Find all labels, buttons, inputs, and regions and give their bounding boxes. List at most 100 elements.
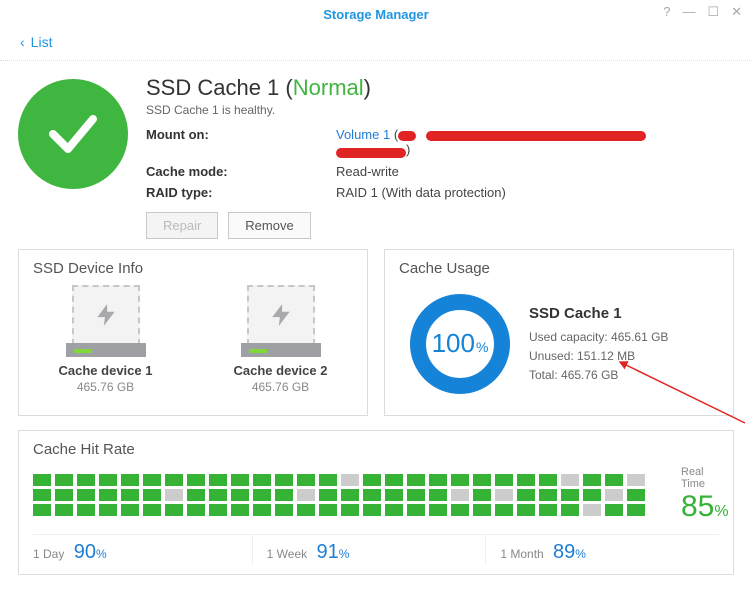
cache-device[interactable]: Cache device 2 465.76 GB [216,285,346,394]
unused-value: 151.12 MB [577,349,635,363]
hit-rate-cell [275,474,293,486]
hit-rate-cell [187,474,205,486]
device-info-panel: SSD Device Info Cache device 1 465.76 GB… [18,249,368,416]
header-section: SSD Cache 1 (Normal) SSD Cache 1 is heal… [0,61,752,249]
ssd-icon [66,285,146,357]
hit-rate-cell [143,504,161,516]
hit-rate-cell [275,504,293,516]
used-value: 465.61 GB [611,330,668,344]
mount-value: Volume 1 ( ) [336,127,646,158]
realtime-label: Real Time [681,466,729,490]
hit-rate-cell [297,489,315,501]
hit-rate-cell [495,504,513,516]
hit-rate-cell [605,489,623,501]
hit-rate-cell [143,474,161,486]
hit-rate-cell [231,489,249,501]
hit-rate-cell [539,489,557,501]
unused-label: Unused: [529,349,574,363]
hit-rate-heatmap [33,474,645,516]
hit-rate-cell [55,474,73,486]
range-month-value: 89 [553,541,575,563]
remove-button[interactable]: Remove [228,212,310,239]
hit-rate-cell [561,504,579,516]
close-icon[interactable]: ✕ [731,4,742,20]
range-week-value: 91 [316,541,338,563]
hit-rate-cell [627,489,645,501]
hit-rate-cell [297,504,315,516]
hit-rate-cell [583,474,601,486]
hit-rate-cell [363,489,381,501]
raid-label: RAID type: [146,185,336,200]
mount-volume-link[interactable]: Volume 1 [336,127,390,142]
status-subtext: SSD Cache 1 is healthy. [146,103,734,117]
hit-rate-cell [429,474,447,486]
hit-rate-cell [187,504,205,516]
hit-rate-cell [33,474,51,486]
hit-rate-cell [209,504,227,516]
hit-rate-cell [231,504,249,516]
hit-rate-cell [341,489,359,501]
cache-device[interactable]: Cache device 1 465.76 GB [41,285,171,394]
cache-mode-value: Read-write [336,164,399,179]
repair-button[interactable]: Repair [146,212,218,239]
hit-rate-cell [495,489,513,501]
hit-rate-cell [407,489,425,501]
hit-rate-cell [473,489,491,501]
hit-rate-cell [121,474,139,486]
hit-rate-cell [297,474,315,486]
usage-donut: 100% [405,289,515,399]
page-title: SSD Cache 1 (Normal) [146,75,734,101]
back-icon[interactable]: ‹ [20,34,25,50]
hit-rate-cell [341,474,359,486]
hit-rate-cell [55,504,73,516]
help-icon[interactable]: ? [663,4,670,20]
status-text: Normal [293,75,364,100]
hit-rate-cell [99,489,117,501]
hit-rate-cell [517,504,535,516]
maximize-icon[interactable]: ☐ [707,4,719,20]
hit-rate-cell [121,489,139,501]
usage-stats: SSD Cache 1 Used capacity: 465.61 GB Unu… [529,302,668,386]
device-name: Cache device 2 [216,363,346,378]
minimize-icon[interactable]: — [682,4,695,20]
hit-rate-cell [495,474,513,486]
row-cache-mode: Cache mode: Read-write [146,164,734,179]
hit-rate-cell [517,474,535,486]
hit-rate-cell [275,489,293,501]
hit-rate-cell [99,474,117,486]
cache-usage-title: Cache Usage [399,260,719,277]
hit-rate-cell [99,504,117,516]
hit-rate-cell [209,474,227,486]
total-value: 465.76 GB [561,368,618,382]
mount-label: Mount on: [146,127,336,142]
hit-rate-cell [407,504,425,516]
hit-rate-cell [627,504,645,516]
hit-rate-panel: Cache Hit Rate Real Time 85% 1 Day 90% 1… [18,430,734,575]
cache-mode-label: Cache mode: [146,164,336,179]
titlebar: Storage Manager ? — ☐ ✕ [0,0,752,28]
status-ok-icon [18,79,128,189]
hit-rate-realtime: Real Time 85% [677,466,729,524]
hit-rate-cell [561,489,579,501]
range-month-label: 1 Month [500,547,543,561]
hit-rate-cell [253,489,271,501]
hit-rate-cell [385,504,403,516]
hit-rate-cell [363,474,381,486]
back-link[interactable]: List [31,34,53,50]
usage-percent: 100% [405,289,515,399]
cache-usage-panel: Cache Usage 100% SSD Cache 1 Used capaci… [384,249,734,416]
hit-rate-cell [209,489,227,501]
hit-rate-cell [429,489,447,501]
hit-rate-cell [187,489,205,501]
hit-rate-cell [605,474,623,486]
hit-rate-cell [165,474,183,486]
hit-rate-cell [539,504,557,516]
hit-rate-cell [165,504,183,516]
hit-rate-cell [451,504,469,516]
hit-rate-cell [319,504,337,516]
hit-rate-cell [451,489,469,501]
range-week: 1 Week 91% [252,534,486,564]
hit-rate-cell [319,474,337,486]
hit-rate-cell [253,474,271,486]
hit-rate-cell [451,474,469,486]
